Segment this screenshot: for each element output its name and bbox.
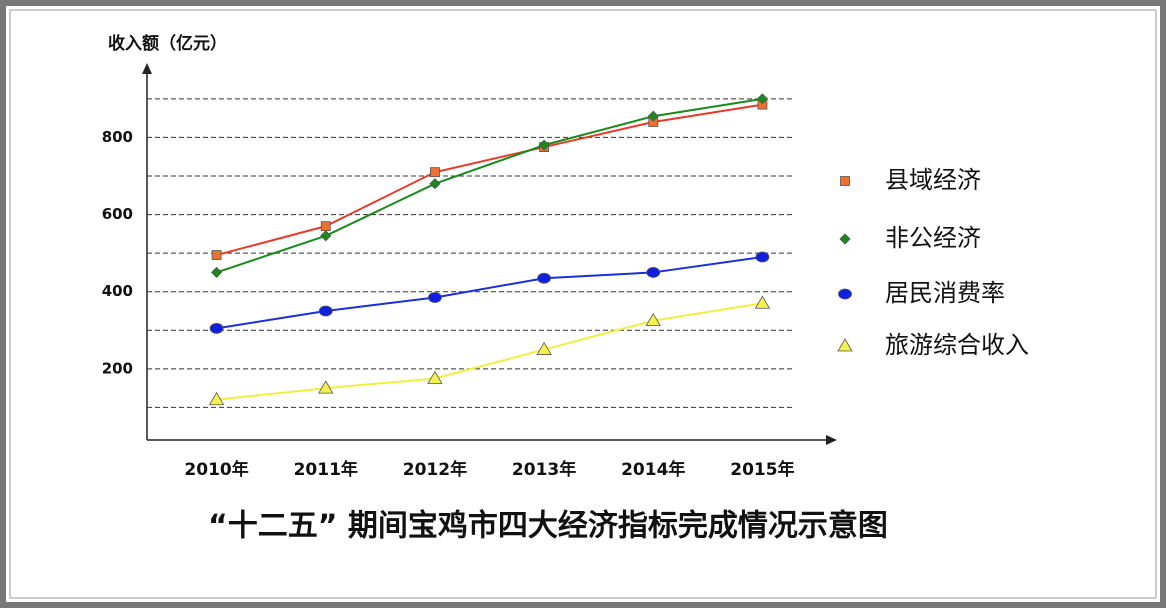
inner-frame — [9, 9, 1157, 599]
chart-title: “十二五” 期间宝鸡市四大经济指标完成情况示意图 — [208, 509, 888, 544]
legend-label: 居民消费率 — [885, 279, 1005, 307]
x-axis-arrow — [826, 435, 837, 445]
series-line — [216, 256, 763, 330]
y-axis-arrow — [142, 63, 152, 74]
data-point — [537, 272, 551, 284]
data-point — [320, 230, 332, 242]
y-tick-label: 600 — [102, 205, 133, 223]
data-point — [755, 251, 770, 263]
data-point — [536, 341, 552, 355]
data-point — [318, 305, 333, 317]
legend-marker — [837, 338, 853, 352]
x-tick-label: 2013年 — [512, 459, 576, 480]
x-tick-label: 2014年 — [621, 459, 685, 480]
y-tick-label: 200 — [102, 359, 133, 377]
x-tick-label: 2010年 — [184, 459, 248, 480]
series-line — [216, 302, 763, 401]
legend-marker — [840, 176, 850, 186]
data-point — [428, 292, 442, 303]
x-tick-label: 2011年 — [294, 459, 358, 480]
y-axis-label: 收入额（亿元） — [108, 33, 227, 54]
data-point — [756, 93, 768, 105]
data-point — [208, 391, 225, 406]
data-point — [645, 312, 661, 327]
series-line — [216, 103, 763, 257]
legend-label: 旅游综合收入 — [885, 331, 1029, 359]
legend-label: 县域经济 — [885, 166, 981, 194]
data-point — [538, 139, 550, 151]
legend-marker — [838, 288, 852, 300]
x-tick-label: 2015年 — [730, 459, 794, 480]
data-point — [754, 295, 771, 309]
y-tick-label: 800 — [102, 128, 133, 146]
data-point — [430, 167, 440, 178]
data-point — [427, 370, 443, 384]
legend-label: 非公经济 — [885, 224, 981, 252]
series-line — [216, 97, 763, 274]
data-point — [646, 267, 661, 278]
x-tick-label: 2012年 — [403, 459, 467, 480]
data-point — [320, 221, 331, 232]
data-point — [211, 266, 223, 278]
data-point — [647, 110, 659, 122]
data-point — [211, 250, 222, 260]
legend-marker — [839, 233, 851, 245]
data-point — [318, 380, 334, 394]
y-tick-label: 400 — [102, 282, 133, 300]
data-point — [429, 178, 441, 190]
data-point — [209, 322, 224, 334]
